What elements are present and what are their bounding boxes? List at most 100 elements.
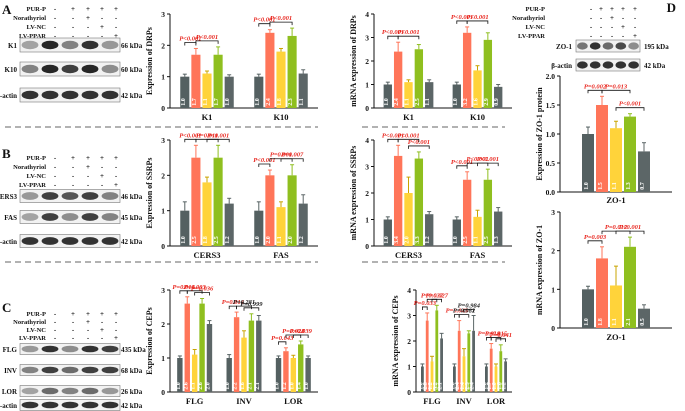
condition-label: LV-PPAR (19, 33, 46, 40)
bar (298, 73, 308, 108)
significance-bracket (269, 21, 293, 26)
blot-band (41, 345, 59, 353)
bar (287, 175, 297, 246)
bar (298, 344, 304, 392)
condition-sign: - (72, 181, 75, 189)
significance-bracket (587, 240, 603, 244)
blot-size: 195 kDa (644, 43, 669, 51)
bar (485, 366, 488, 392)
bar (425, 82, 434, 108)
condition-sign: + (621, 23, 625, 31)
significance-bracket (184, 42, 197, 46)
bar (383, 219, 392, 246)
bar-value-label: 2.1 (255, 382, 261, 390)
bar (421, 366, 424, 392)
bar-value-label: 1.1 (425, 98, 431, 106)
bar-value-label: 1.1 (474, 236, 480, 244)
blot-size: 46 kDa (121, 193, 143, 201)
y-axis-label: Expression of CEPs (145, 307, 154, 374)
condition-sign: - (72, 32, 75, 40)
category-label: INV (236, 396, 252, 406)
bar-value-label: 2.8 (423, 382, 429, 390)
blot-size: 42 kDa (121, 92, 143, 100)
blot-size: 42 kDa (644, 62, 666, 70)
blot-band (81, 237, 99, 245)
y-axis-label: Expression of ZO-1 protein (535, 87, 544, 181)
category-label: INV (456, 396, 472, 406)
condition-label: LV-NC (26, 24, 46, 31)
bar-value-label: 1.7 (214, 98, 220, 106)
bar (624, 116, 636, 192)
bar-value-label: 1.6 (474, 98, 480, 106)
bar (254, 76, 264, 108)
y-tick-label: 4 (365, 10, 369, 19)
condition-sign: - (72, 326, 75, 334)
bar (256, 320, 262, 392)
y-tick-label: 2 (161, 320, 165, 329)
chart-A-mrna: 0 1 2 3 4 mRNA expression of DRPs K1 1.0 2.4 1.1 2… (349, 10, 512, 122)
condition-sign: - (115, 318, 118, 326)
blot-band (101, 40, 119, 50)
condition-sign: - (101, 334, 104, 342)
blot-band (81, 64, 99, 74)
condition-sign: - (600, 23, 603, 31)
chart-D-mrna: 0 1 2 3 mRNA expression of ZO-1 ZO-1 1.0 1.8 1.1… (535, 208, 672, 342)
y-tick-label: 3 (161, 10, 165, 19)
p-value-label: P=0.007 (281, 152, 304, 159)
significance-bracket (458, 314, 470, 318)
p-value-label: P=0.002 (584, 83, 607, 90)
bar-value-label: 1.4 (460, 382, 466, 390)
category-label: LOR (284, 396, 303, 406)
blot-size: 66 kDa (121, 42, 143, 50)
bar-value-label: 1.0 (176, 382, 182, 390)
significance-bracket (228, 305, 237, 310)
p-value-label: P=0.281 (233, 299, 255, 306)
y-tick-label: 2.0 (546, 72, 556, 81)
bar (265, 175, 275, 246)
blot-band (61, 90, 79, 100)
bar (191, 354, 198, 392)
condition-sign: - (72, 14, 75, 22)
p-value-label: P<0.001 (196, 34, 218, 41)
bar-value-label: 0.9 (494, 98, 500, 106)
p-value-label: P<0.001 (466, 14, 488, 21)
condition-sign: - (101, 32, 104, 40)
blot-size: 26 kDa (121, 388, 143, 396)
y-tick-label: 2 (551, 247, 555, 256)
condition-sign: - (72, 318, 75, 326)
y-tick-label: 0 (407, 388, 411, 397)
significance-bracket (431, 298, 442, 303)
bar (638, 151, 650, 192)
p-value-label: P=0.013 (605, 83, 628, 90)
bar (248, 320, 255, 392)
y-tick-label: 1.5 (546, 101, 556, 110)
blot-band (61, 387, 79, 395)
bar (610, 128, 622, 192)
condition-sign: - (54, 334, 57, 342)
blot-size: 42 kDa (121, 402, 143, 410)
condition-sign: + (633, 5, 637, 13)
bar (582, 134, 594, 192)
blot-name: K1 (8, 42, 17, 50)
condition-label: LV-PPAR (19, 335, 46, 342)
blot-band (21, 401, 39, 409)
blot-band (61, 237, 79, 245)
bar (457, 330, 461, 392)
blot-band (81, 40, 99, 50)
bar-value-label: 1.4 (297, 382, 303, 390)
p-value-label: P=0.003 (584, 234, 607, 241)
blot-membrane (19, 343, 121, 355)
bar-value-label: 2.5 (214, 236, 220, 244)
bar (462, 32, 472, 108)
p-value-label: P=0.003 (184, 284, 207, 291)
condition-sign: + (71, 310, 75, 318)
y-axis-label: Expression of SSRPs (145, 158, 154, 229)
y-tick-label: 0 (161, 242, 165, 251)
bar (610, 285, 622, 328)
bar (213, 54, 223, 108)
condition-sign: + (86, 14, 90, 22)
blot-band (21, 366, 39, 374)
y-tick-label: 2 (365, 189, 369, 198)
